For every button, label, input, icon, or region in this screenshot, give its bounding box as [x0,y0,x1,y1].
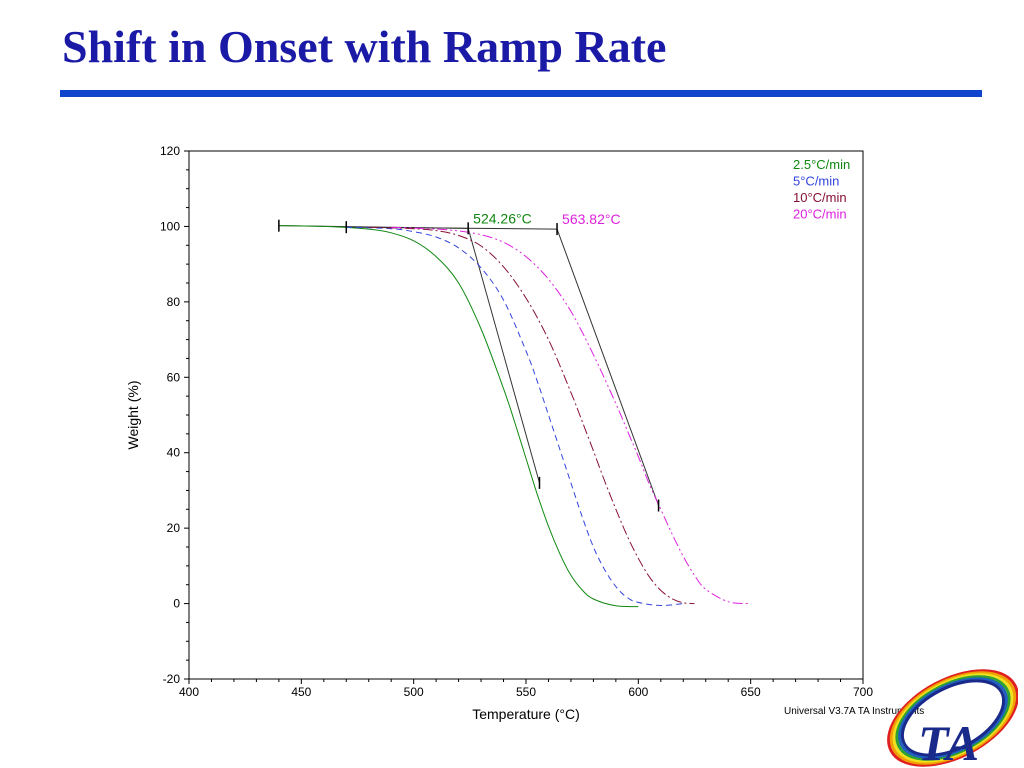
tangent-lines [467,228,660,506]
x-tick-label: 450 [291,685,311,699]
x-axis-label: Temperature (°C) [472,706,580,722]
y-tick-label: 0 [173,597,180,611]
logo-arc [900,679,1006,757]
y-tick-label: 120 [160,144,180,158]
y-tick-label: 40 [167,446,181,460]
logo-arc [887,669,1018,767]
y-tick-label: 20 [167,521,181,535]
series-line-1 [278,225,639,608]
ta-logo: TA [887,669,1018,768]
y-axis-label: Weight (%) [125,381,141,450]
tangent-line [467,228,540,484]
logo-arc [895,675,1011,761]
software-footer: Universal V3.7A TA Instruments [784,706,925,717]
x-tick-label: 550 [516,685,536,699]
x-tick-label: 500 [404,685,424,699]
logo-arc [889,671,1017,765]
y-tick-label: 80 [167,295,181,309]
logo-arc [892,673,1014,763]
plot-frame [188,150,864,680]
baseline-line [346,226,558,230]
data-series [278,225,751,608]
legend-entry: 20°C/min [793,207,847,222]
y-tick-label: -20 [163,672,181,686]
series-line-2 [346,226,684,607]
x-axis: 400 450 500 550 600 650 700 [179,679,873,699]
y-tick-label: 60 [167,370,181,384]
y-tick-label: 100 [160,219,180,233]
legend-entry: 5°C/min [793,174,839,189]
x-tick-label: 600 [628,685,648,699]
title-underline [60,90,982,97]
legend-entry: 10°C/min [793,190,847,205]
onset-label: 524.26°C [473,210,532,226]
x-tick-label: 650 [741,685,761,699]
onset-markers [278,219,660,512]
slide-title: Shift in Onset with Ramp Rate [62,21,667,72]
series-line-3 [368,226,695,605]
y-axis: -20 0 20 40 60 80 100 120 [160,144,189,686]
onset-annotations: 524.26°C 563.82°C [473,210,620,227]
onset-label: 563.82°C [562,211,621,227]
logo-swoosh [887,669,1018,767]
legend-entry: 2.5°C/min [793,157,850,172]
logo-arc [898,677,1008,759]
tangent-line [556,228,660,506]
logo-text: TA [918,715,979,768]
series-line-4 [391,226,751,605]
x-tick-label: 700 [853,685,873,699]
x-tick-label: 400 [179,685,199,699]
